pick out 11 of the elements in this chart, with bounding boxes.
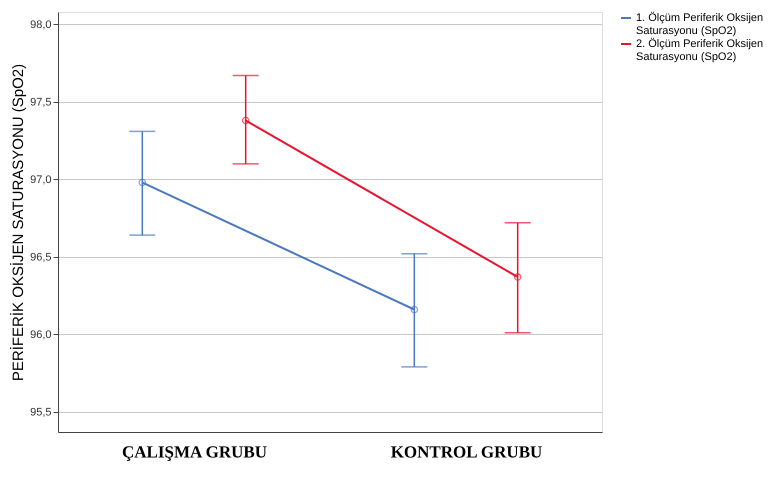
legend-label: 1. Ölçüm Periferik Oksijen Saturasyonu (SpO2): [636, 11, 764, 37]
x-tick-label: KONTROL GRUBU: [390, 442, 542, 462]
y-tick-label: 98,0: [30, 18, 52, 31]
y-tick-label: 97,5: [30, 96, 52, 108]
x-tick-label: ÇALIŞMA GRUBU: [122, 442, 267, 462]
y-axis-title: PERİFERİK OKSİJEN SATURASYONU (SpO2): [9, 64, 28, 382]
legend-label: 2. Ölçüm Periferik Oksijen Saturasyonu (SpO2): [636, 37, 764, 63]
y-tick-label: 97,0: [30, 174, 52, 186]
y-tick-label: 96,5: [30, 251, 52, 264]
y-tick-label: 95,5: [30, 406, 52, 418]
y-tick-label: 96,0: [30, 328, 52, 341]
